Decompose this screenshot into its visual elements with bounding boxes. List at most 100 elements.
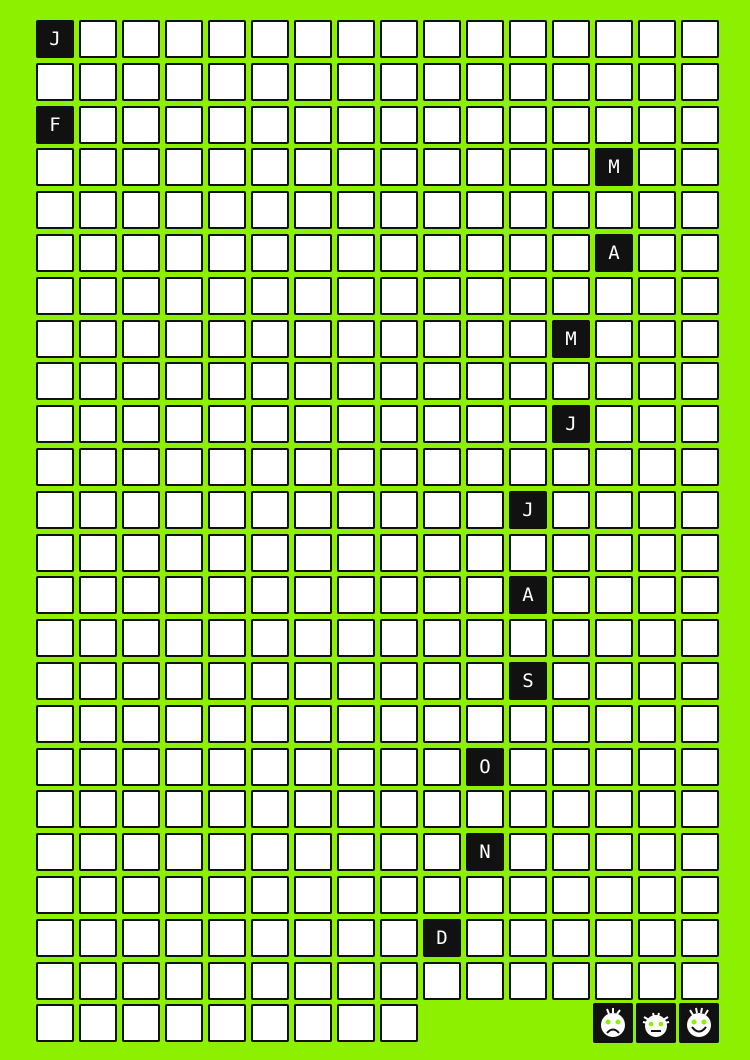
day-cell[interactable] [208, 918, 246, 957]
day-cell[interactable] [423, 619, 461, 658]
day-cell[interactable] [509, 790, 547, 829]
day-cell[interactable] [294, 876, 332, 914]
day-cell[interactable] [681, 662, 719, 700]
day-cell[interactable] [638, 405, 676, 444]
day-cell[interactable] [251, 405, 289, 444]
day-cell[interactable] [337, 191, 375, 230]
day-cell[interactable] [337, 876, 375, 914]
day-cell[interactable] [380, 191, 418, 230]
day-cell[interactable] [36, 319, 74, 358]
day-cell[interactable] [79, 405, 117, 444]
day-cell[interactable] [423, 833, 461, 872]
day-cell[interactable] [552, 876, 590, 914]
day-cell[interactable] [294, 662, 332, 700]
day-cell[interactable] [208, 319, 246, 358]
day-cell[interactable] [681, 191, 719, 230]
day-cell[interactable] [294, 490, 332, 529]
day-cell[interactable] [251, 319, 289, 358]
day-cell[interactable] [165, 576, 203, 615]
day-cell[interactable] [552, 619, 590, 658]
day-cell[interactable] [552, 961, 590, 1000]
day-cell[interactable] [681, 362, 719, 401]
day-cell[interactable] [337, 405, 375, 444]
day-cell[interactable] [251, 234, 289, 272]
day-cell[interactable] [423, 961, 461, 1000]
day-cell[interactable] [79, 62, 117, 101]
day-cell[interactable] [681, 448, 719, 486]
day-cell[interactable] [423, 319, 461, 358]
day-cell[interactable] [79, 362, 117, 401]
day-cell[interactable] [208, 148, 246, 187]
day-cell[interactable] [208, 790, 246, 829]
day-cell[interactable] [36, 704, 74, 743]
day-cell[interactable] [208, 448, 246, 486]
day-cell[interactable] [36, 1004, 74, 1043]
day-cell[interactable] [165, 276, 203, 315]
day-cell[interactable] [380, 105, 418, 144]
day-cell[interactable] [79, 1004, 117, 1043]
day-cell[interactable] [294, 704, 332, 743]
day-cell[interactable] [251, 833, 289, 872]
day-cell[interactable] [294, 362, 332, 401]
day-cell[interactable] [595, 490, 633, 529]
day-cell[interactable] [423, 148, 461, 187]
day-cell[interactable] [79, 234, 117, 272]
day-cell[interactable] [79, 619, 117, 658]
day-cell[interactable] [36, 876, 74, 914]
day-cell[interactable] [423, 234, 461, 272]
day-cell[interactable] [466, 234, 504, 272]
day-cell[interactable] [36, 191, 74, 230]
day-cell[interactable] [122, 405, 160, 444]
day-cell[interactable] [165, 961, 203, 1000]
day-cell[interactable] [337, 619, 375, 658]
day-cell[interactable] [552, 276, 590, 315]
day-cell[interactable] [337, 62, 375, 101]
day-cell[interactable] [552, 662, 590, 700]
day-cell[interactable] [466, 62, 504, 101]
day-cell[interactable] [681, 490, 719, 529]
day-cell[interactable] [251, 704, 289, 743]
day-cell[interactable] [251, 191, 289, 230]
day-cell[interactable] [681, 148, 719, 187]
day-cell[interactable] [552, 234, 590, 272]
day-cell[interactable] [466, 276, 504, 315]
day-cell[interactable] [208, 105, 246, 144]
day-cell[interactable] [466, 362, 504, 401]
day-cell[interactable] [466, 619, 504, 658]
day-cell[interactable] [337, 319, 375, 358]
day-cell[interactable] [681, 833, 719, 872]
day-cell[interactable] [380, 833, 418, 872]
day-cell[interactable] [595, 876, 633, 914]
day-cell[interactable] [294, 790, 332, 829]
day-cell[interactable] [638, 362, 676, 401]
day-cell[interactable] [595, 662, 633, 700]
day-cell[interactable] [681, 405, 719, 444]
day-cell[interactable] [251, 747, 289, 786]
day-cell[interactable] [681, 747, 719, 786]
day-cell[interactable] [337, 276, 375, 315]
day-cell[interactable] [79, 490, 117, 529]
day-cell[interactable] [337, 918, 375, 957]
day-cell[interactable] [36, 234, 74, 272]
day-cell[interactable] [423, 704, 461, 743]
day-cell[interactable] [552, 747, 590, 786]
day-cell[interactable] [294, 619, 332, 658]
day-cell[interactable] [380, 362, 418, 401]
day-cell[interactable] [423, 662, 461, 700]
day-cell[interactable] [423, 533, 461, 572]
day-cell[interactable] [208, 961, 246, 1000]
day-cell[interactable] [595, 362, 633, 401]
day-cell[interactable] [423, 448, 461, 486]
day-cell[interactable] [122, 833, 160, 872]
day-cell[interactable] [638, 490, 676, 529]
day-cell[interactable] [36, 662, 74, 700]
day-cell[interactable] [165, 62, 203, 101]
day-cell[interactable] [552, 191, 590, 230]
day-cell[interactable] [165, 148, 203, 187]
day-cell[interactable] [79, 448, 117, 486]
day-cell[interactable] [466, 105, 504, 144]
neutral-face-icon[interactable] [636, 1003, 676, 1043]
day-cell[interactable] [36, 148, 74, 187]
day-cell[interactable] [638, 833, 676, 872]
day-cell[interactable] [36, 576, 74, 615]
